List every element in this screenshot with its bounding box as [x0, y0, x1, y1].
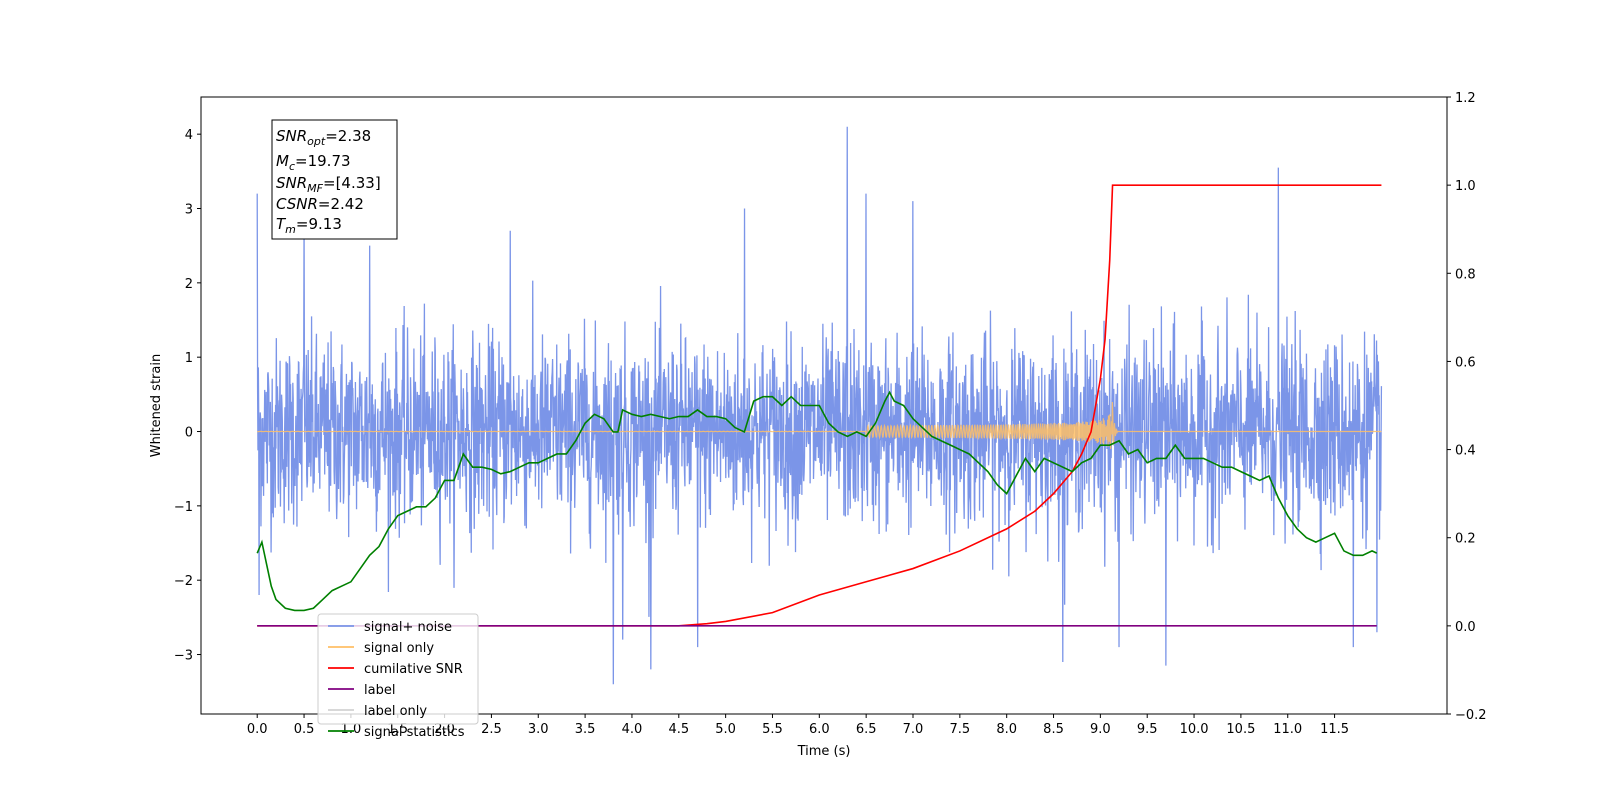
y-axis-label: Whitened strain — [149, 354, 164, 457]
x-tick-label: 3.5 — [575, 722, 596, 737]
legend-label: signal+ noise — [364, 620, 452, 635]
x-tick-label: 1.0 — [341, 722, 362, 737]
y-right-tick-label: 1.0 — [1455, 179, 1476, 194]
annotation-line: SNRopt=2.38 — [276, 127, 371, 148]
plot-frame — [200, 96, 1448, 715]
annotation-subscript: c — [289, 160, 295, 173]
annotation-value: =9.13 — [296, 215, 342, 233]
x-axis-label: Time (s) — [797, 744, 851, 759]
x-tick-label: 0.5 — [294, 722, 315, 737]
x-tick-label: 10.5 — [1226, 722, 1255, 737]
y-right-tick-label: 0.4 — [1455, 444, 1476, 459]
x-tick-label: 11.5 — [1320, 722, 1349, 737]
annotation-symbol: T — [276, 215, 287, 233]
legend-label: signal only — [364, 641, 434, 656]
y-right-tick-label: 0.0 — [1455, 620, 1476, 635]
y-left-tick-label: −2 — [174, 574, 193, 589]
x-tick-label: 3.0 — [528, 722, 549, 737]
annotation-value: =2.42 — [318, 195, 364, 213]
y-right-tick-label: 0.6 — [1455, 355, 1476, 370]
axes-layer: 0.0 0.5 1.0 1.5 2.0 2.5 3.0 3.5 4.0 4.5 5.0 5.5 6.0 6… — [149, 91, 1487, 759]
x-tick-label: 7.0 — [903, 722, 924, 737]
series-layer — [256, 126, 1383, 685]
x-tick-label: 6.5 — [856, 722, 877, 737]
x-tick-label: 6.0 — [809, 722, 830, 737]
y-right-tick-label: 0.2 — [1455, 532, 1476, 547]
annotation-symbol: CSNR — [276, 195, 318, 213]
legend-label: signal statistics — [364, 725, 465, 740]
annotation-subscript: m — [285, 223, 296, 236]
x-tick-label: 0.0 — [247, 722, 268, 737]
legend-frame — [317, 613, 479, 725]
annotation-symbol: SNR — [276, 174, 307, 192]
series-cumilative-snr-line — [257, 184, 1382, 627]
series-signal-noise-line — [256, 126, 1383, 685]
y-right-tick-label: −0.2 — [1455, 708, 1487, 723]
annotation-value: =[4.33] — [323, 174, 381, 192]
x-tick-label: 2.5 — [481, 722, 502, 737]
x-tick-label: 2.0 — [434, 722, 455, 737]
y-left-tick-label: 0 — [185, 426, 193, 441]
series-signal-only-line — [257, 401, 1382, 449]
x-tick-label: 10.0 — [1180, 722, 1209, 737]
y-left-tick-label: −1 — [174, 500, 193, 515]
series-signal-statistics-line — [256, 390, 1378, 612]
annotation-value: =19.73 — [295, 152, 351, 170]
x-tick-label: 9.5 — [1137, 722, 1158, 737]
x-tick-label: 11.0 — [1273, 722, 1302, 737]
x-tick-label: 1.5 — [387, 722, 408, 737]
annotation-symbol: M — [276, 152, 289, 170]
y-left-tick-label: −3 — [174, 649, 193, 664]
legend-label: label only — [364, 704, 427, 719]
x-tick-label: 4.0 — [622, 722, 643, 737]
annotation-subscript: opt — [307, 135, 326, 148]
annotation-line: Mc=19.73 — [276, 152, 351, 173]
annotation-frame — [271, 119, 398, 240]
y-right-tick-label: 0.8 — [1455, 267, 1476, 282]
x-tick-label: 8.5 — [1043, 722, 1064, 737]
legend-label: cumilative SNR — [364, 662, 463, 677]
annotation-line: Tm=9.13 — [276, 215, 342, 236]
x-tick-label: 5.0 — [715, 722, 736, 737]
annotation-line: CSNR=2.42 — [276, 195, 364, 213]
annotation-symbol: SNR — [276, 127, 307, 145]
legend: signal+ noise signal only cumilative SNR la… — [317, 613, 479, 740]
y-right-tick-label: 1.2 — [1455, 91, 1476, 106]
x-tick-label: 5.5 — [762, 722, 783, 737]
y-left-tick-label: 1 — [185, 351, 193, 366]
y-left-tick-label: 3 — [185, 203, 193, 218]
annotation-value: =2.38 — [325, 127, 371, 145]
annotation-box: SNRopt=2.38Mc=19.73SNRMF=[4.33]CSNR=2.42… — [271, 119, 398, 240]
x-tick-label: 4.5 — [668, 722, 689, 737]
y-left-tick-label: 4 — [185, 128, 193, 143]
annotation-subscript: MF — [307, 182, 323, 195]
x-tick-label: 8.0 — [996, 722, 1017, 737]
x-tick-label: 7.5 — [949, 722, 970, 737]
annotation-line: SNRMF=[4.33] — [276, 174, 381, 195]
x-tick-label: 9.0 — [1090, 722, 1111, 737]
legend-label: label — [364, 683, 395, 698]
y-left-tick-label: 2 — [185, 277, 193, 292]
